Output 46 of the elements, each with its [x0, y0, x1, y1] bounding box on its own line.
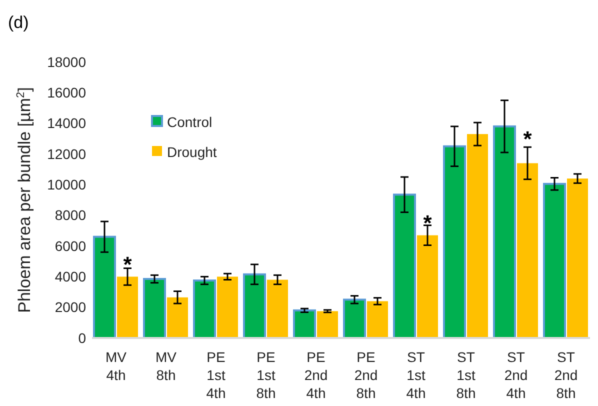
legend-label: Drought	[167, 144, 217, 160]
bar	[393, 194, 416, 339]
bar	[467, 134, 488, 338]
legend-label: Control	[167, 114, 212, 130]
bar	[367, 301, 388, 338]
bar	[517, 163, 538, 338]
annotation: *	[123, 252, 132, 278]
x-tick-label: ST 1st 4th	[406, 349, 426, 401]
bar	[543, 182, 566, 339]
x-tick-label: PE 2nd 4th	[304, 349, 328, 401]
bar	[117, 276, 138, 338]
bar	[243, 273, 266, 339]
y-tick-label: 2000	[54, 299, 86, 316]
bar	[567, 178, 588, 338]
bar	[417, 235, 438, 338]
bar	[343, 298, 366, 339]
y-tick-label: 12000	[47, 146, 86, 162]
x-tick-label: ST 2nd 8th	[554, 349, 578, 401]
x-tick-label: ST 2nd 4th	[504, 349, 528, 401]
y-tick-label: 18000	[47, 54, 86, 70]
bar	[317, 311, 338, 338]
bar	[217, 276, 238, 338]
bar	[167, 297, 188, 338]
y-tick-label: 8000	[54, 207, 86, 224]
y-tick-label: 14000	[47, 115, 86, 132]
y-tick-label: 0	[78, 330, 86, 346]
x-tick-label: PE 1st 8th	[256, 349, 276, 401]
y-tick-label: 4000	[54, 268, 86, 285]
bar	[93, 236, 116, 339]
annotation: *	[523, 126, 532, 152]
bar	[193, 280, 216, 339]
annotation: *	[423, 210, 432, 236]
x-tick-label: MV 4th	[106, 349, 128, 383]
chart-title: (d)	[8, 13, 29, 32]
bar	[443, 145, 466, 339]
bar	[143, 278, 166, 339]
bar	[293, 309, 316, 339]
y-tick-label: 16000	[47, 84, 86, 101]
x-tick-label: PE 1st 4th	[206, 349, 226, 401]
x-tick-label: ST 1st 8th	[456, 349, 476, 401]
bar	[493, 125, 516, 339]
x-tick-label: MV 8th	[156, 349, 178, 383]
y-tick-label: 10000	[47, 176, 86, 193]
y-tick-label: 6000	[54, 238, 86, 254]
x-tick-label: PE 2nd 8th	[354, 349, 378, 401]
bar	[267, 280, 288, 338]
